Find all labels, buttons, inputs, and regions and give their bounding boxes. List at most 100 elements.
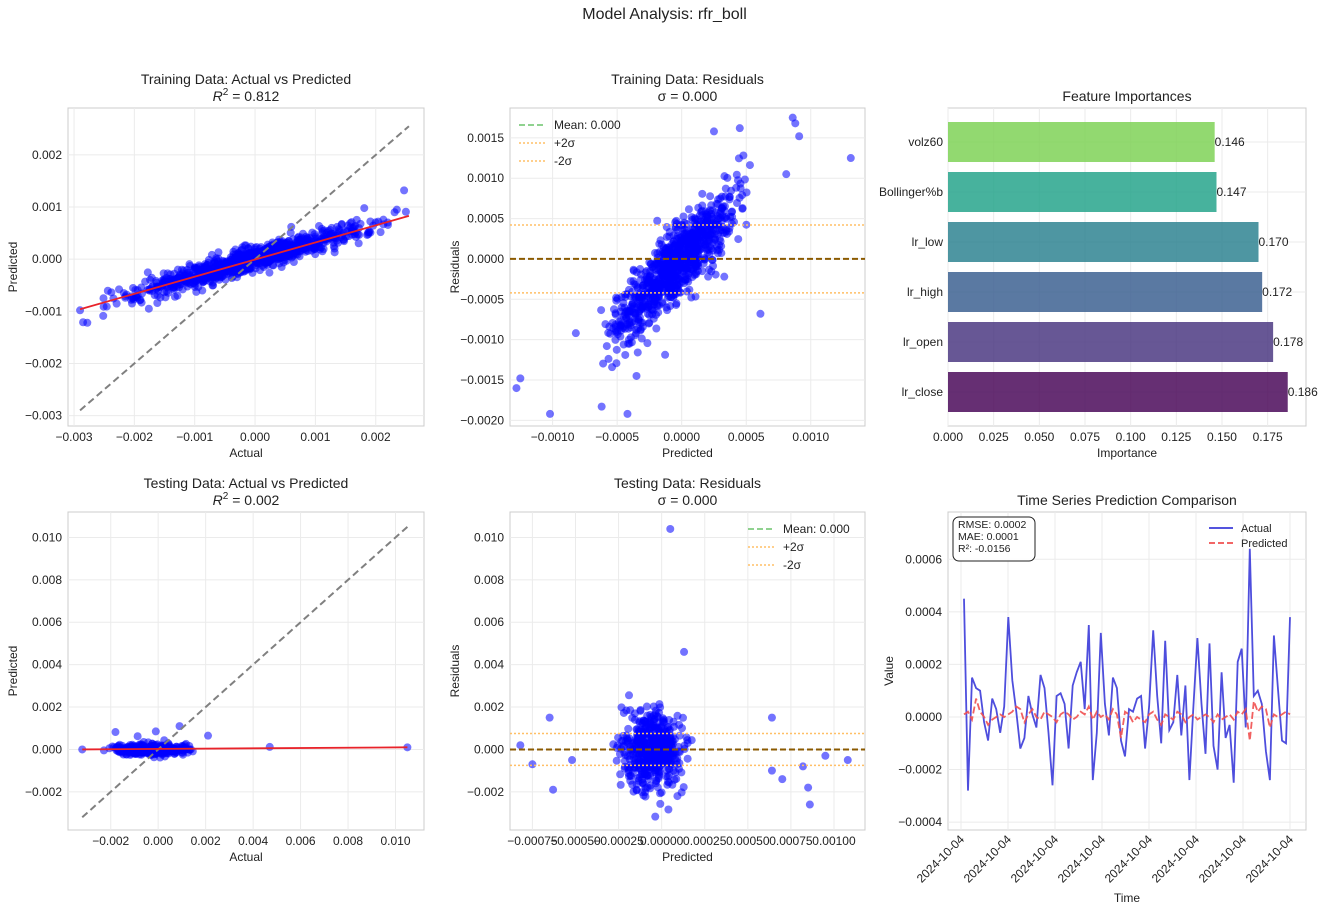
scatter-point <box>624 724 633 733</box>
scatter-point <box>326 225 335 234</box>
scatter-point <box>721 184 730 193</box>
importance-bar <box>948 122 1215 162</box>
x-tick-label: 0.008 <box>333 834 363 848</box>
scatter-point <box>612 345 621 354</box>
scatter-point <box>144 304 153 313</box>
scatter-point <box>675 731 684 740</box>
scatter-point <box>706 192 715 201</box>
bar-value-label: 0.172 <box>1262 285 1292 299</box>
x-tick-label: 0.006 <box>286 834 316 848</box>
scatter-point <box>682 287 691 296</box>
importance-bar <box>948 272 1263 312</box>
scatter-point <box>599 359 608 368</box>
scatter-point <box>568 756 577 765</box>
scatter-point <box>211 261 220 270</box>
category-label: lr_high <box>907 285 943 299</box>
scatter-point <box>355 230 364 239</box>
scatter-point <box>657 279 666 288</box>
scatter-point <box>647 714 656 723</box>
axes-subtitle: σ = 0.000 <box>658 492 718 508</box>
scatter-point <box>680 647 689 656</box>
scatter-point <box>604 354 613 363</box>
scatter-point <box>690 242 699 251</box>
scatter-point <box>236 246 245 255</box>
scatter-point <box>79 318 88 327</box>
x-tick-label: 0.001 <box>300 430 330 444</box>
y-tick-label: −0.0002 <box>898 763 942 777</box>
scatter-point <box>170 292 179 301</box>
x-tick-label: 0.050 <box>1024 430 1054 444</box>
importance-bar <box>948 222 1259 262</box>
scatter-point <box>266 256 275 265</box>
x-axis-label: Predicted <box>662 446 713 460</box>
x-tick-label: 2024-10-04 <box>1196 832 1250 886</box>
scatter-point <box>654 731 663 740</box>
scatter-point <box>638 788 647 797</box>
y-tick-label: 0.004 <box>474 658 504 672</box>
scatter-point <box>713 249 722 258</box>
scatter-point <box>625 318 634 327</box>
scatter-point <box>690 270 699 279</box>
scatter-point <box>661 350 670 359</box>
scatter-point <box>664 805 673 814</box>
bar-value-label: 0.186 <box>1288 385 1318 399</box>
scatter-point <box>693 221 702 230</box>
scatter-point <box>602 342 611 351</box>
scatter-point <box>734 235 743 244</box>
scatter-point <box>683 754 692 763</box>
scatter-point <box>723 173 732 182</box>
subtitle-var: R <box>213 88 223 104</box>
y-tick-label: −0.003 <box>25 409 62 423</box>
importance-bar <box>948 322 1274 362</box>
scatter-point <box>669 722 678 731</box>
scatter-point <box>670 775 679 784</box>
x-tick-label: 0.010 <box>381 834 411 848</box>
scatter-point <box>672 299 681 308</box>
scatter-point <box>652 777 661 786</box>
scatter-point <box>144 738 153 747</box>
scatter-point <box>738 204 747 213</box>
scatter-point <box>711 235 720 244</box>
scatter-point <box>805 800 814 809</box>
scatter-point <box>620 303 629 312</box>
scatter-point <box>376 228 385 237</box>
x-tick-label: 0.000 <box>933 430 963 444</box>
x-tick-label: 0.00100 <box>812 834 856 848</box>
scatter-point <box>637 770 646 779</box>
scatter-point <box>624 339 633 348</box>
scatter-point <box>364 228 373 237</box>
scatter-point <box>656 799 665 808</box>
scatter-point <box>666 293 675 302</box>
x-tick-label: 2024-10-04 <box>1102 832 1156 886</box>
axes-title: Testing Data: Residuals <box>614 475 761 491</box>
scatter-point <box>642 702 651 711</box>
scatter-point <box>767 766 776 775</box>
stats-line: MAE: 0.0001 <box>958 531 1019 543</box>
y-tick-label: 0.0004 <box>905 605 942 619</box>
legend-label: +2σ <box>554 136 576 150</box>
y-tick-label: −0.0005 <box>460 292 504 306</box>
y-axis-label: Residuals <box>448 645 462 698</box>
scatter-point <box>659 715 668 724</box>
axes-title: Feature Importances <box>1062 88 1191 104</box>
x-axis-label: Actual <box>229 446 262 460</box>
scatter-point <box>732 170 741 179</box>
bar-value-label: 0.170 <box>1259 235 1289 249</box>
scatter-point <box>698 189 707 198</box>
scatter-point <box>683 226 692 235</box>
scatter-point <box>628 300 637 309</box>
scatter-point <box>687 293 696 302</box>
scatter-point <box>512 384 521 393</box>
x-tick-label: 0.0010 <box>792 430 829 444</box>
x-axis-label: Importance <box>1097 446 1157 460</box>
y-tick-label: 0.010 <box>474 530 504 544</box>
scatter-point <box>401 207 410 216</box>
scatter-point <box>650 279 659 288</box>
axes-title: Testing Data: Actual vs Predicted <box>144 475 349 491</box>
scatter-point <box>698 206 707 215</box>
x-tick-label: 2024-10-04 <box>1243 832 1297 886</box>
x-tick-label: 0.002 <box>361 430 391 444</box>
scatter-point <box>360 204 369 213</box>
y-tick-label: −0.002 <box>467 785 504 799</box>
scatter-point <box>234 254 243 263</box>
